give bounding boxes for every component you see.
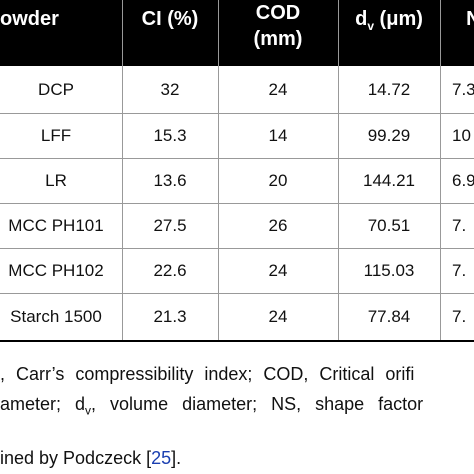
row-line <box>0 158 474 159</box>
header-subscript: v <box>367 19 374 33</box>
table-cell: 21.3 <box>153 306 187 326</box>
table-cell: 26 <box>268 215 288 235</box>
table-cell: 22.6 <box>153 260 187 280</box>
footnote-line: ameter; dv, volume diameter; NS, shape f… <box>0 394 423 418</box>
table-cell: 14.72 <box>367 79 411 99</box>
header-text: (μm) <box>374 8 423 30</box>
header-band <box>0 0 474 64</box>
table-cell: MCC PH101 <box>8 215 104 235</box>
table-cell: 27.5 <box>153 215 187 235</box>
table-cell: 10 <box>452 125 471 145</box>
table-cell: Starch 1500 <box>10 306 102 326</box>
table-cell: 24 <box>268 79 288 99</box>
column-line <box>122 0 123 340</box>
table-cell: 6.9 <box>452 170 474 190</box>
column-line <box>338 0 339 340</box>
header-cell: COD (mm) <box>253 2 303 50</box>
row-line <box>0 248 474 249</box>
table-cell: 32 <box>160 79 180 99</box>
row-line <box>0 203 474 204</box>
header-cell: NS <box>466 8 474 30</box>
rule <box>0 340 474 342</box>
footnote-text: ined by Podczeck [ <box>0 448 152 468</box>
table-cell: 144.21 <box>363 170 415 190</box>
column-line <box>440 0 441 340</box>
table-cell: 70.51 <box>367 215 411 235</box>
header-cell: CI (%) <box>141 8 199 30</box>
header-text: d <box>355 8 368 30</box>
table-cell: 15.3 <box>153 125 187 145</box>
table-cell: 24 <box>268 306 288 326</box>
footnote-text: ]. <box>171 448 182 468</box>
reference-link[interactable]: 25 <box>151 448 172 468</box>
table-cell: 7. <box>452 260 467 280</box>
rule <box>0 64 474 66</box>
table-cell: DCP <box>38 79 74 99</box>
table-cell: 7. <box>452 215 467 235</box>
table-cell: 7.3 <box>452 79 474 99</box>
table-cell: 7. <box>452 306 467 326</box>
table-cell: MCC PH102 <box>8 260 104 280</box>
header-cell: owder <box>0 8 59 30</box>
header-cell: dv (μm) <box>338 6 440 39</box>
column-line <box>218 0 219 340</box>
footnote-subscript: v <box>85 403 92 418</box>
table-cell: 20 <box>268 170 288 190</box>
table-cell: 115.03 <box>363 260 415 280</box>
table-cell: LR <box>45 170 67 190</box>
table-cell: 13.6 <box>153 170 187 190</box>
table-cell: 24 <box>268 260 288 280</box>
table-cell: 14 <box>268 125 288 145</box>
table-cell: 77.84 <box>367 306 411 326</box>
footnote-line: , Carr’s compressibility index; COD, Cri… <box>0 364 415 384</box>
footnote-text: ameter; d <box>0 394 86 414</box>
table-cell: 99.29 <box>367 125 411 145</box>
footnote-text: , volume diameter; NS, shape factor <box>91 394 424 414</box>
row-line <box>0 113 474 114</box>
row-line <box>0 293 474 294</box>
footnote-line: ined by Podczeck [25]. <box>0 448 181 469</box>
table-cell: LFF <box>40 125 72 145</box>
